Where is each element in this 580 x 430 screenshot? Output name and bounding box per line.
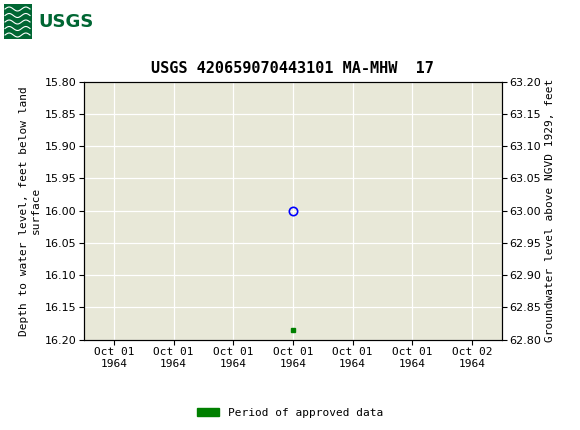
Title: USGS 420659070443101 MA-MHW  17: USGS 420659070443101 MA-MHW 17 xyxy=(151,61,434,77)
Y-axis label: Depth to water level, feet below land
surface: Depth to water level, feet below land su… xyxy=(19,86,41,335)
FancyBboxPatch shape xyxy=(4,4,64,39)
Text: USGS: USGS xyxy=(38,13,93,31)
Legend: Period of approved data: Period of approved data xyxy=(193,403,387,422)
Y-axis label: Groundwater level above NGVD 1929, feet: Groundwater level above NGVD 1929, feet xyxy=(545,79,556,342)
FancyBboxPatch shape xyxy=(4,4,32,39)
